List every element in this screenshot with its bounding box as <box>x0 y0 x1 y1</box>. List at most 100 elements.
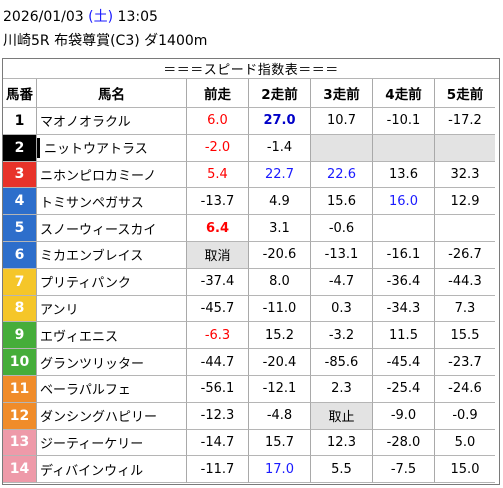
table-title-row: ＝＝＝スピード指数表＝＝＝ <box>3 59 499 79</box>
table-row: 10 グランツリッター -44.7 -20.4 -85.6 -45.4 -23.7 <box>3 349 499 376</box>
speed-index-2back: -20.4 <box>249 349 311 376</box>
horse-name: エヴィエニス <box>37 322 187 350</box>
speed-index-4back: -7.5 <box>373 456 435 484</box>
horse-number-badge: 5 <box>3 215 37 242</box>
speed-index-2back: 17.0 <box>249 456 311 484</box>
table-title: ＝＝＝スピード指数表＝＝＝ <box>3 59 499 79</box>
table-row: 6 ミカエンブレイス 取消 -20.6 -13.1 -16.1 -26.7 <box>3 242 499 269</box>
speed-index-3back: -85.6 <box>311 349 373 376</box>
horse-number-badge: 9 <box>3 322 37 350</box>
table-row: 4 トミサンペガサス -13.7 4.9 15.6 16.0 12.9 <box>3 188 499 216</box>
speed-index-last: -37.4 <box>187 268 249 296</box>
speed-index-3back: -13.1 <box>311 242 373 269</box>
table-row: 9 エヴィエニス -6.3 15.2 -3.2 11.5 15.5 <box>3 322 499 350</box>
horse-name: アンリ <box>37 295 187 323</box>
speed-index-last: -13.7 <box>187 188 249 216</box>
weekday-close: ) <box>107 9 114 25</box>
speed-index-4back <box>373 215 435 242</box>
horse-name: ミカエンブレイス <box>37 242 187 269</box>
speed-index-3back: 5.5 <box>311 456 373 484</box>
speed-index-2back: 3.1 <box>249 215 311 242</box>
speed-index-2back: -12.1 <box>249 376 311 403</box>
horse-number-badge: 4 <box>3 188 37 216</box>
table-header-row: 馬番 馬名 前走 2走前 3走前 4走前 5走前 <box>3 79 499 108</box>
speed-index-4back: -34.3 <box>373 295 435 323</box>
race-title: 川崎5R 布袋尊賞(C3) ダ1400m <box>3 33 208 49</box>
table-row: 2 ニットウアトラス -2.0 -1.4 <box>3 134 499 162</box>
speed-index-5back: 15.5 <box>435 322 495 350</box>
horse-name: スノーウィースカイ <box>37 215 187 242</box>
speed-index-2back: -20.6 <box>249 242 311 269</box>
horse-number-badge: 3 <box>3 161 37 189</box>
speed-index-2back: -1.4 <box>249 134 311 162</box>
horse-name: トミサンペガサス <box>37 188 187 216</box>
col-header-name: 馬名 <box>37 79 187 108</box>
col-header-2back: 2走前 <box>249 79 311 108</box>
speed-index-last: 5.4 <box>187 161 249 189</box>
speed-index-last: -44.7 <box>187 349 249 376</box>
horse-name: ベーラパルフェ <box>37 376 187 403</box>
race-date: 2026/01/03 <box>3 9 84 25</box>
horse-number-badge: 2 <box>3 134 37 162</box>
speed-index-5back: -44.3 <box>435 269 495 296</box>
speed-index-3back: 取止 <box>311 402 373 430</box>
speed-index-4back: 13.6 <box>373 161 435 189</box>
weekday-label: 土 <box>93 9 108 25</box>
horse-name: マオノオラクル <box>37 108 187 135</box>
speed-index-3back: 0.3 <box>311 295 373 323</box>
table-row: 7 プリティパンク -37.4 8.0 -4.7 -36.4 -44.3 <box>3 268 499 296</box>
speed-index-last: -11.7 <box>187 456 249 484</box>
table-row: 1 マオノオラクル 6.0 27.0 10.7 -10.1 -17.2 <box>3 108 499 135</box>
speed-index-5back: 7.3 <box>435 296 495 323</box>
horse-number-badge: 13 <box>3 429 37 457</box>
speed-index-5back: -17.2 <box>435 108 495 135</box>
horse-name: ジーティーケリー <box>37 429 187 457</box>
col-header-3back: 3走前 <box>311 79 373 108</box>
speed-index-5back <box>435 215 495 242</box>
horse-name: プリティパンク <box>37 268 187 296</box>
speed-index-5back: 32.3 <box>435 162 495 189</box>
horse-name: グランツリッター <box>37 349 187 376</box>
horse-name: ニホンピロカミーノ <box>37 161 187 189</box>
speed-index-2back: 8.0 <box>249 268 311 296</box>
speed-index-3back: 2.3 <box>311 376 373 403</box>
speed-index-5back: 12.9 <box>435 188 495 216</box>
speed-index-2back: 27.0 <box>249 108 311 135</box>
table-row: 8 アンリ -45.7 -11.0 0.3 -34.3 7.3 <box>3 295 499 323</box>
horse-name: ディバインウィル <box>37 456 187 484</box>
table-row: 12 ダンシングハピリー -12.3 -4.8 取止 -9.0 -0.9 <box>3 402 499 430</box>
horse-name: ニットウアトラス <box>37 134 187 162</box>
speed-index-4back: -28.0 <box>373 429 435 457</box>
weekday-open: ( <box>88 9 94 25</box>
speed-index-5back <box>435 134 495 162</box>
speed-index-3back: 10.7 <box>311 108 373 135</box>
table-row: 13 ジーティーケリー -14.7 15.7 12.3 -28.0 5.0 <box>3 429 499 457</box>
horse-number-badge: 12 <box>3 402 37 430</box>
speed-index-3back: 15.6 <box>311 188 373 216</box>
col-header-4back: 4走前 <box>373 79 435 108</box>
race-datetime: 2026/01/03 (土) 13:05 <box>3 8 158 26</box>
speed-index-4back: -9.0 <box>373 402 435 430</box>
speed-index-2back: 22.7 <box>249 161 311 189</box>
speed-index-5back: 15.0 <box>435 456 495 484</box>
speed-index-last: 取消 <box>187 242 249 269</box>
speed-index-2back: 15.7 <box>249 429 311 457</box>
speed-index-last: -2.0 <box>187 134 249 162</box>
speed-index-3back: -3.2 <box>311 322 373 350</box>
speed-index-5back: -0.9 <box>435 403 495 430</box>
horse-number-badge: 14 <box>3 456 37 484</box>
speed-index-3back: 12.3 <box>311 429 373 457</box>
col-header-number: 馬番 <box>3 79 37 108</box>
speed-index-2back: 4.9 <box>249 188 311 216</box>
horse-name: ダンシングハピリー <box>37 402 187 430</box>
speed-index-4back: 11.5 <box>373 322 435 350</box>
speed-index-last: -12.3 <box>187 402 249 430</box>
speed-index-3back: -4.7 <box>311 268 373 296</box>
speed-index-3back: -0.6 <box>311 215 373 242</box>
race-time: 13:05 <box>117 9 158 25</box>
horse-number-badge: 6 <box>3 242 37 269</box>
speed-index-last: -45.7 <box>187 295 249 323</box>
table-row: 5 スノーウィースカイ 6.4 3.1 -0.6 <box>3 215 499 242</box>
table-row: 3 ニホンピロカミーノ 5.4 22.7 22.6 13.6 32.3 <box>3 161 499 189</box>
speed-index-5back: -26.7 <box>435 242 495 269</box>
